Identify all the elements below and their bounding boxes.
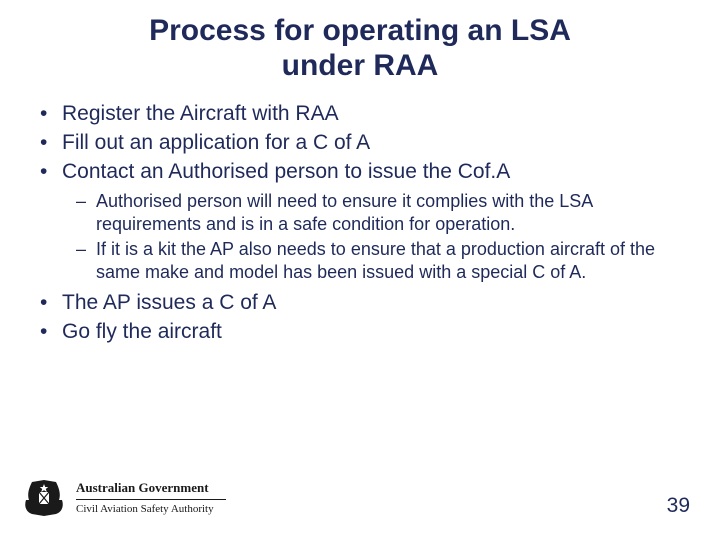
bullet-item: Go fly the aircraft xyxy=(62,319,692,346)
crest-icon xyxy=(22,478,66,518)
bullet-item: Fill out an application for a C of A xyxy=(62,130,692,157)
sub-bullet-item: If it is a kit the AP also needs to ensu… xyxy=(96,238,692,284)
slide-title: Process for operating an LSA under RAA xyxy=(0,0,720,83)
sub-bullet-item: Authorised person will need to ensure it… xyxy=(96,190,692,236)
bullet-list: Register the Aircraft with RAA Fill out … xyxy=(28,101,692,346)
slide: Process for operating an LSA under RAA R… xyxy=(0,0,720,540)
bullet-item: Register the Aircraft with RAA xyxy=(62,101,692,128)
bullet-text: Contact an Authorised person to issue th… xyxy=(62,160,510,183)
title-line-2: under RAA xyxy=(282,49,439,82)
footer-divider xyxy=(76,499,226,500)
title-line-1: Process for operating an LSA xyxy=(149,14,571,47)
page-number: 39 xyxy=(667,494,690,518)
sub-bullet-list: Authorised person will need to ensure it… xyxy=(62,190,692,284)
footer-agency-name: Civil Aviation Safety Authority xyxy=(76,503,226,516)
bullet-item: The AP issues a C of A xyxy=(62,290,692,317)
footer-text: Australian Government Civil Aviation Saf… xyxy=(76,480,226,516)
slide-body: Register the Aircraft with RAA Fill out … xyxy=(0,83,720,346)
footer-logo-block: Australian Government Civil Aviation Saf… xyxy=(22,478,226,518)
footer-gov-name: Australian Government xyxy=(76,480,226,496)
bullet-item: Contact an Authorised person to issue th… xyxy=(62,159,692,284)
